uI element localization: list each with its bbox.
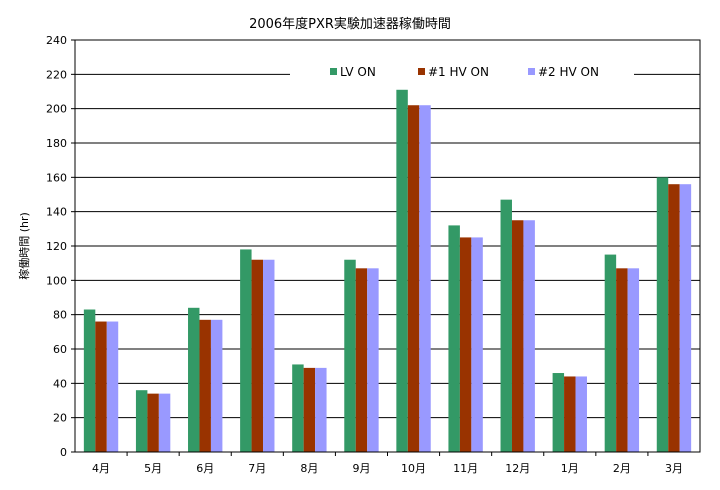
x-category-label: 11月 <box>453 462 478 475</box>
bar <box>407 105 420 452</box>
bar <box>575 376 587 452</box>
x-category-labels: 4月 5月 6月 7月 8月 9月 10月 11月 12月 1月 2月 3月 <box>92 462 683 475</box>
bar <box>158 393 171 452</box>
bar <box>367 268 379 452</box>
x-category-label: 8月 <box>300 462 318 475</box>
x-category-label: 4月 <box>92 462 110 475</box>
bar <box>344 259 356 452</box>
y-tick-label: 120 <box>46 240 67 253</box>
bar <box>106 321 119 452</box>
bar <box>471 237 483 452</box>
bar <box>263 259 275 452</box>
legend-swatch <box>330 68 337 75</box>
axes <box>71 39 701 456</box>
legend-swatch <box>418 68 425 75</box>
bar <box>627 268 640 452</box>
y-tick-label: 140 <box>46 206 67 219</box>
legend-label: #2 HV ON <box>538 65 599 79</box>
bar <box>668 184 680 452</box>
bar <box>240 249 252 452</box>
bar <box>511 220 524 452</box>
legend-label: #1 HV ON <box>428 65 489 79</box>
bar <box>188 307 200 452</box>
bar <box>396 89 408 453</box>
y-tick-label: 0 <box>60 446 67 459</box>
y-tick-label: 20 <box>53 412 67 425</box>
bar <box>147 393 159 452</box>
x-category-label: 2月 <box>613 462 631 475</box>
bar <box>135 390 148 452</box>
bar <box>199 319 211 452</box>
bar <box>679 184 692 452</box>
bar <box>500 199 512 452</box>
x-category-label: 10月 <box>401 462 426 475</box>
y-tick-label: 180 <box>46 137 67 150</box>
legend-label: LV ON <box>340 65 376 79</box>
y-axis-label: 稼働時間 (hr) <box>17 212 31 280</box>
y-tick-labels: 0 20 40 60 80 100 120 140 160 180 200 220 240 <box>46 34 67 459</box>
x-category-label: 9月 <box>352 462 370 475</box>
y-tick-label: 60 <box>53 343 67 356</box>
x-category-label: 3月 <box>665 462 683 475</box>
legend-swatch <box>528 68 535 75</box>
y-tick-label: 240 <box>46 34 67 47</box>
bar <box>564 376 576 452</box>
bar <box>292 364 304 452</box>
y-tick-label: 160 <box>46 171 67 184</box>
x-category-label: 12月 <box>505 462 530 475</box>
bar <box>616 268 628 452</box>
bar <box>95 321 107 452</box>
bar <box>210 319 223 452</box>
bar <box>419 105 431 452</box>
bar <box>459 237 472 452</box>
legend-box <box>290 62 634 84</box>
bar <box>523 220 535 452</box>
legend: LV ON #1 HV ON #2 HV ON <box>290 62 634 84</box>
y-tick-label: 100 <box>46 274 67 287</box>
bar <box>656 177 669 453</box>
x-category-label: 1月 <box>561 462 579 475</box>
x-category-label: 7月 <box>248 462 266 475</box>
y-tick-label: 220 <box>46 68 67 81</box>
y-tick-label: 80 <box>53 309 67 322</box>
y-tick-label: 200 <box>46 103 67 116</box>
bars <box>83 89 692 453</box>
bar <box>315 367 327 452</box>
bar <box>448 225 460 452</box>
bar <box>303 367 316 452</box>
bar <box>355 268 368 452</box>
chart-title: 2006年度PXR実験加速器稼働時間 <box>249 16 451 32</box>
bar <box>83 309 96 452</box>
plot-frame <box>74 39 701 453</box>
bar <box>552 373 565 452</box>
bar <box>251 259 264 452</box>
bar <box>604 254 617 452</box>
x-category-label: 5月 <box>144 462 162 475</box>
y-tick-label: 40 <box>53 377 67 390</box>
x-category-label: 6月 <box>196 462 214 475</box>
